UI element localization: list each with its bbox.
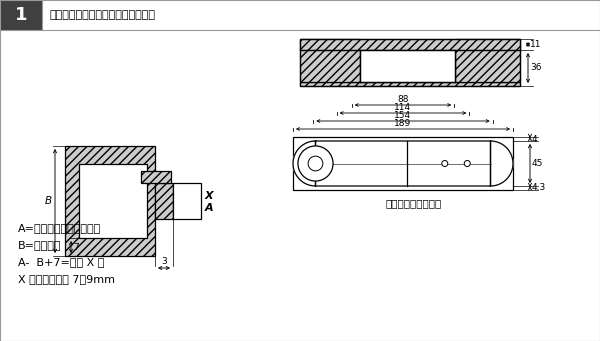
Bar	[65, 146, 155, 256]
Text: 11: 11	[530, 40, 542, 49]
Bar	[300, 82, 520, 86]
Bar	[79, 164, 147, 238]
Bar	[300, 39, 360, 82]
Bar	[300, 39, 520, 86]
Text: B=门扇厚度: B=门扇厚度	[18, 240, 62, 250]
Circle shape	[308, 156, 323, 171]
Bar	[155, 183, 173, 219]
Polygon shape	[293, 141, 513, 186]
Text: 1: 1	[15, 6, 27, 24]
Text: 114: 114	[394, 103, 412, 112]
Text: 门扇与门框开孔尺寸: 门扇与门框开孔尺寸	[386, 198, 442, 208]
Text: 3: 3	[161, 257, 167, 266]
Text: 154: 154	[394, 110, 412, 119]
Bar	[360, 50, 455, 82]
Circle shape	[442, 161, 448, 166]
Text: 189: 189	[394, 119, 412, 128]
Bar	[141, 171, 171, 183]
Text: 4.3: 4.3	[532, 183, 546, 193]
Text: B: B	[45, 196, 52, 206]
Circle shape	[298, 146, 333, 181]
Text: 按照下图所示在门扇和门框上开槽。: 按照下图所示在门扇和门框上开槽。	[50, 10, 156, 20]
Text: A: A	[205, 203, 214, 213]
Text: X 值规定范围为 7～9mm: X 值规定范围为 7～9mm	[18, 274, 115, 284]
Text: 88: 88	[397, 94, 409, 104]
Bar	[0, 0, 42, 30]
Text: A=密封条到门框边的深度: A=密封条到门框边的深度	[18, 223, 101, 233]
Text: 4: 4	[532, 134, 538, 144]
Bar	[293, 137, 513, 190]
Text: X: X	[205, 191, 214, 201]
Bar	[173, 183, 201, 219]
Text: 36: 36	[530, 63, 542, 73]
Bar	[455, 39, 520, 82]
Text: 45: 45	[532, 159, 544, 168]
Circle shape	[464, 161, 470, 166]
Text: A-  B+7=测量 X 值: A- B+7=测量 X 值	[18, 257, 104, 267]
Bar	[300, 39, 520, 50]
Text: 7: 7	[73, 242, 79, 252]
